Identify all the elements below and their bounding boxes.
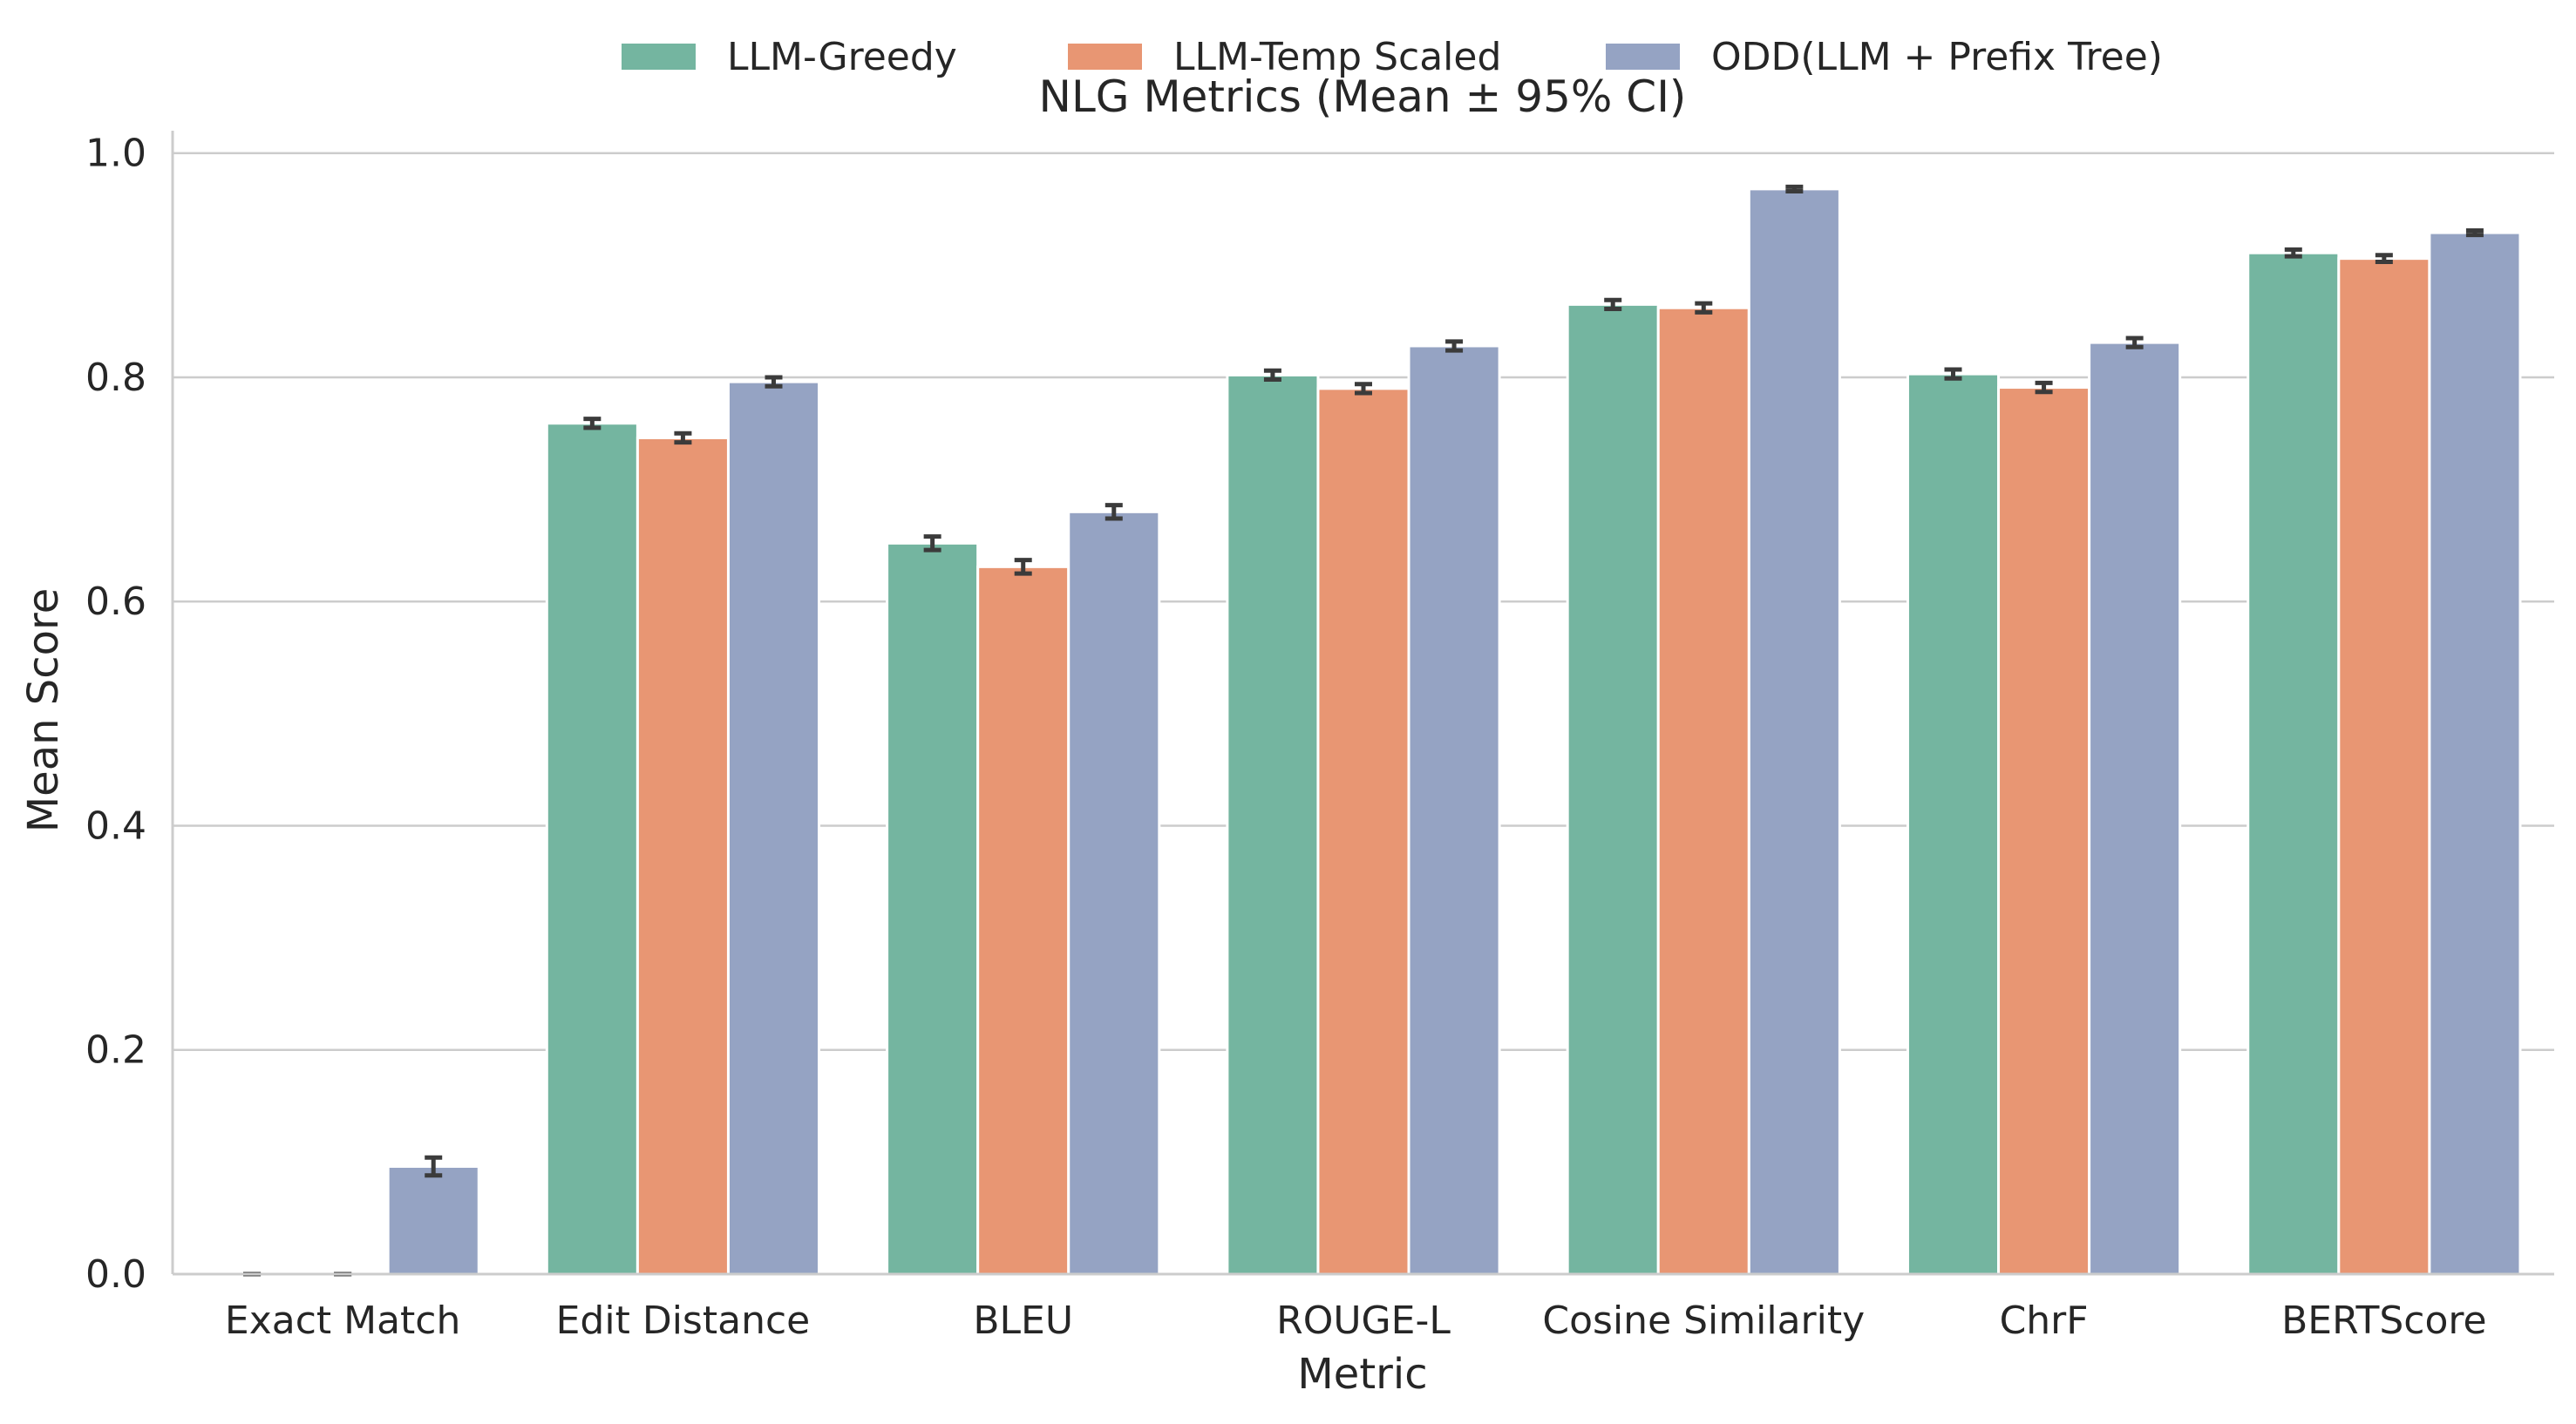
error-bar	[1785, 184, 1804, 193]
x-axis-label: Metric	[1297, 1350, 1427, 1399]
bar	[1747, 187, 1841, 1276]
x-tick-label: ROUGE-L	[1276, 1299, 1451, 1343]
x-tick-label: BERTScore	[2281, 1299, 2486, 1343]
bar	[2246, 251, 2341, 1276]
y-tick-label: 0.8	[85, 356, 146, 400]
legend-item: LLM-Greedy	[622, 35, 957, 79]
error-bar	[1944, 367, 1962, 381]
bar	[1067, 510, 1161, 1276]
error-bar	[2125, 336, 2144, 349]
legend-label: LLM-Greedy	[727, 35, 957, 79]
error-bar	[1263, 368, 1281, 383]
bar	[1316, 387, 1410, 1276]
legend-label: ODD(LLM + Prefix Tree)	[1711, 35, 2163, 79]
y-tick-label: 0.2	[85, 1028, 146, 1073]
error-bar	[1104, 503, 1123, 521]
legend-item: ODD(LLM + Prefix Tree)	[1606, 35, 2163, 79]
legend-item: LLM-Temp Scaled	[1068, 35, 1501, 79]
error-bar	[1355, 382, 1372, 396]
bars	[386, 187, 2522, 1276]
x-tick-label: BLEU	[973, 1299, 1073, 1343]
error-bar	[2375, 253, 2393, 264]
y-axis-label: Mean Score	[19, 588, 68, 832]
error-bar	[2035, 380, 2053, 395]
bar	[1226, 373, 1320, 1276]
x-tick-label: Edit Distance	[556, 1299, 811, 1343]
error-bar	[425, 1155, 443, 1178]
error-bars	[243, 184, 2484, 1277]
y-tick-label: 1.0	[85, 132, 146, 176]
error-bar	[1604, 297, 1622, 312]
legend-swatch	[622, 44, 696, 70]
error-bar	[2465, 227, 2484, 238]
bar	[2428, 231, 2522, 1276]
legend: LLM-Greedy LLM-Temp Scaled ODD(LLM + Prefi…	[622, 35, 2163, 79]
bar	[2088, 341, 2182, 1276]
error-bar	[765, 375, 783, 389]
bar	[386, 1165, 480, 1276]
bar	[1997, 386, 2091, 1276]
error-bar	[2284, 247, 2302, 259]
bar	[636, 436, 730, 1276]
y-tick-label: 0.0	[85, 1252, 146, 1297]
chart-title: NLG Metrics (Mean ± 95% CI)	[1039, 71, 1687, 122]
legend-swatch	[1606, 44, 1680, 70]
y-tick-label: 0.6	[85, 580, 146, 624]
bar	[726, 380, 821, 1276]
legend-label: LLM-Temp Scaled	[1173, 35, 1501, 79]
error-bar	[1695, 301, 1713, 315]
bar	[1656, 306, 1750, 1276]
y-tick-label: 0.4	[85, 804, 146, 848]
bar	[545, 422, 639, 1276]
error-bar	[674, 431, 692, 445]
x-tick-label: Exact Match	[225, 1299, 461, 1343]
bar	[1407, 344, 1501, 1276]
bar	[976, 565, 1071, 1276]
y-axis-ticks: 0.0 0.2 0.4 0.6 0.8 1.0	[85, 132, 146, 1297]
error-bar	[583, 417, 602, 431]
bar	[1906, 372, 2001, 1276]
x-tick-label: ChrF	[2000, 1299, 2089, 1343]
error-bar	[923, 534, 941, 553]
error-bar	[1014, 558, 1032, 576]
error-bar	[1445, 339, 1464, 353]
bar	[1566, 302, 1660, 1276]
bar	[886, 541, 980, 1276]
legend-swatch	[1068, 44, 1142, 70]
x-axis-ticks: Exact Match Edit Distance BLEU ROUGE-L Cosin…	[225, 1299, 2487, 1343]
bar	[2337, 257, 2431, 1276]
x-tick-label: Cosine Similarity	[1542, 1299, 1865, 1343]
